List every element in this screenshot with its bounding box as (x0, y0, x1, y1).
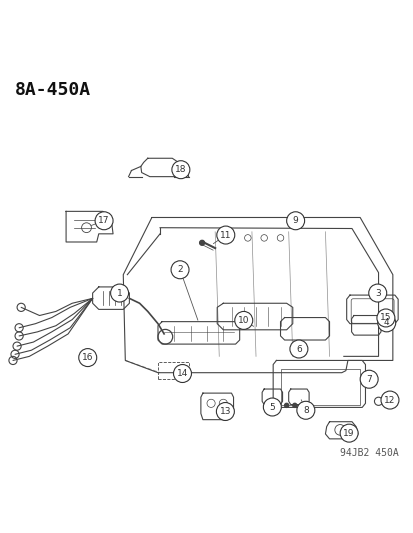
Circle shape (359, 370, 377, 388)
Circle shape (173, 365, 191, 383)
Circle shape (78, 349, 97, 367)
Text: 13: 13 (219, 407, 230, 416)
Text: 7: 7 (366, 375, 371, 384)
Circle shape (284, 403, 288, 407)
Circle shape (110, 284, 128, 302)
Text: 3: 3 (374, 288, 380, 297)
Circle shape (376, 309, 394, 327)
Text: 10: 10 (237, 316, 249, 325)
Circle shape (234, 311, 252, 329)
Text: 5: 5 (269, 402, 275, 411)
Text: 18: 18 (175, 165, 186, 174)
Circle shape (380, 391, 398, 409)
Circle shape (199, 240, 204, 245)
Text: 19: 19 (342, 429, 354, 438)
Circle shape (263, 398, 281, 416)
Text: 94JB2 450A: 94JB2 450A (339, 448, 398, 458)
Text: 6: 6 (295, 344, 301, 353)
Text: 8A-450A: 8A-450A (15, 80, 91, 99)
Circle shape (286, 212, 304, 230)
Text: 17: 17 (98, 216, 109, 225)
Text: 1: 1 (116, 288, 122, 297)
Text: 9: 9 (292, 216, 298, 225)
Text: 8: 8 (302, 406, 308, 415)
Circle shape (296, 401, 314, 419)
Circle shape (289, 340, 307, 358)
Text: 11: 11 (219, 231, 231, 239)
Circle shape (171, 161, 190, 179)
Circle shape (171, 261, 189, 279)
Text: 16: 16 (82, 353, 93, 362)
Bar (158, 362, 188, 379)
Text: 12: 12 (383, 395, 395, 405)
Text: 15: 15 (379, 313, 391, 322)
Circle shape (95, 212, 113, 230)
Circle shape (216, 402, 234, 421)
Circle shape (368, 284, 386, 302)
Circle shape (292, 403, 296, 407)
Bar (280, 369, 359, 406)
Text: 14: 14 (176, 369, 188, 378)
Circle shape (216, 226, 234, 244)
Circle shape (339, 424, 357, 442)
Text: 2: 2 (177, 265, 183, 274)
Circle shape (377, 314, 395, 332)
Text: 4: 4 (383, 318, 389, 327)
